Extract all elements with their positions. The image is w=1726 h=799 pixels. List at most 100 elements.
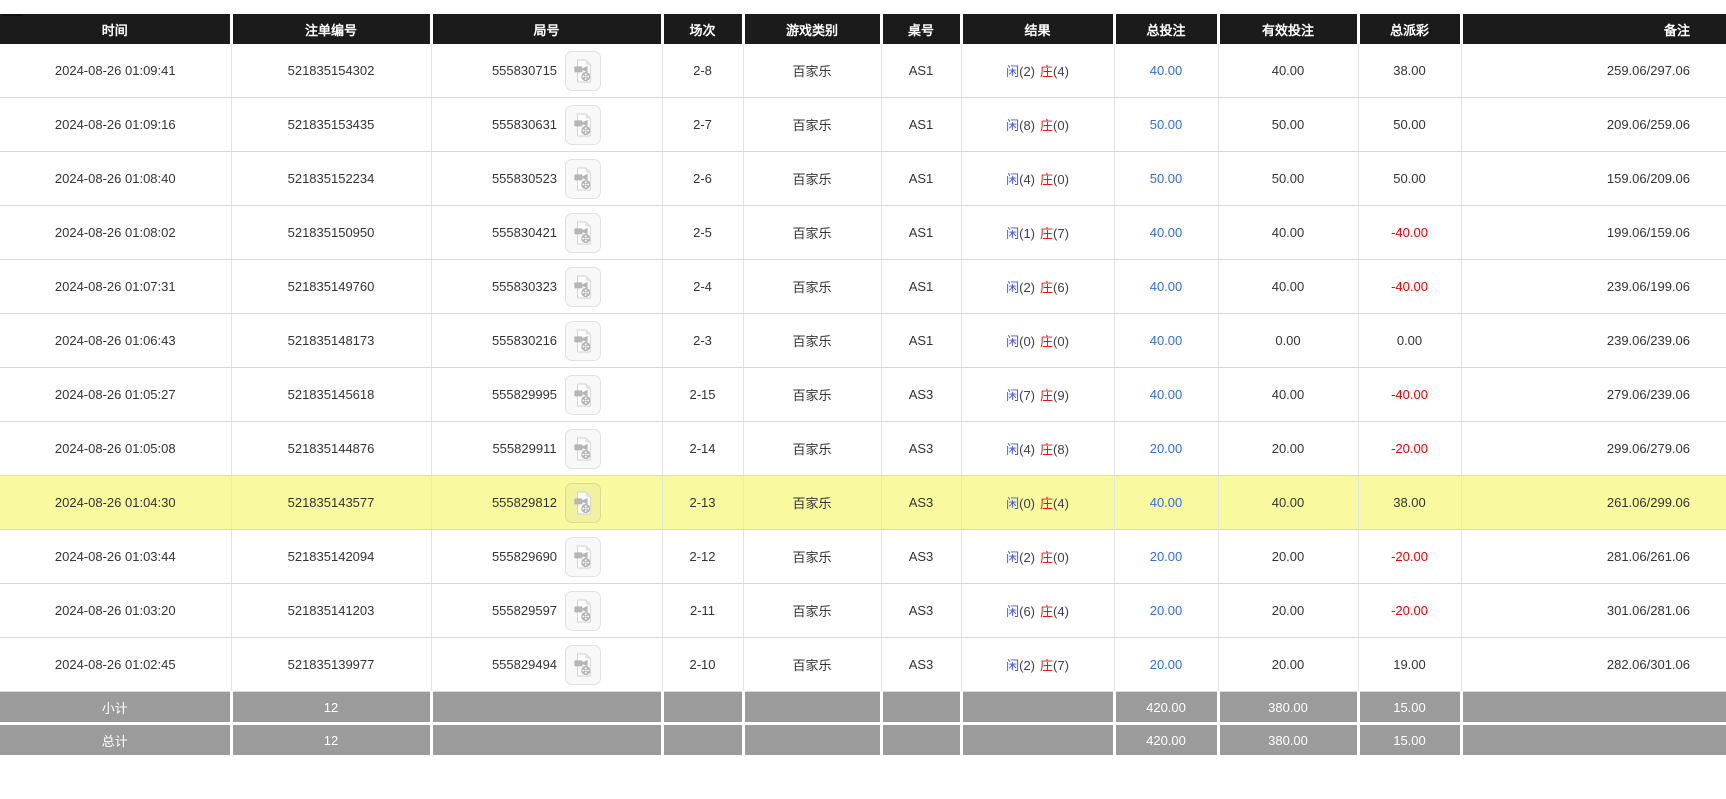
total-bet-link[interactable]: 50.00 bbox=[1149, 117, 1183, 132]
total-bet-link[interactable]: 40.00 bbox=[1149, 225, 1183, 240]
cell-payout: -40.00 bbox=[1358, 205, 1462, 260]
round-number: 555829911 bbox=[492, 441, 557, 456]
video-camera-icon bbox=[573, 437, 591, 460]
banker-label: 庄 bbox=[1040, 334, 1054, 349]
cell-result: 闲(2) 庄(6) bbox=[961, 259, 1115, 314]
cell-table-no: AS1 bbox=[881, 97, 962, 152]
cell-result: 闲(1) 庄(7) bbox=[961, 205, 1115, 260]
cell-session: 2-14 bbox=[662, 421, 744, 476]
video-replay-button[interactable] bbox=[565, 590, 602, 631]
header-valid-bet: 有效投注 bbox=[1218, 14, 1360, 44]
summary-empty-cell bbox=[662, 722, 745, 755]
cell-round-id: 555830216 bbox=[431, 313, 663, 368]
cell-game-type: 百家乐 bbox=[743, 313, 882, 368]
video-replay-button[interactable] bbox=[565, 266, 602, 307]
banker-score: (0) bbox=[1053, 172, 1069, 187]
total-bet-link[interactable]: 40.00 bbox=[1149, 387, 1183, 402]
cell-time: 2024-08-26 01:03:20 bbox=[0, 583, 232, 638]
table-row[interactable]: 2024-08-26 01:06:43 521835148173 555830216… bbox=[0, 313, 1726, 368]
cell-session: 2-7 bbox=[662, 97, 744, 152]
cell-bet-id: 521835150950 bbox=[231, 205, 432, 260]
video-replay-button[interactable] bbox=[565, 158, 602, 199]
video-replay-button[interactable] bbox=[565, 536, 602, 577]
video-replay-button[interactable] bbox=[564, 428, 601, 469]
cell-time: 2024-08-26 01:06:43 bbox=[0, 313, 232, 368]
total-bet-link[interactable]: 20.00 bbox=[1149, 441, 1183, 456]
total-bet-link[interactable]: 20.00 bbox=[1149, 603, 1183, 618]
cell-total-bet: 40.00 bbox=[1114, 205, 1219, 260]
cell-round-id: 555829812 bbox=[431, 475, 663, 530]
total-bet-link[interactable]: 40.00 bbox=[1149, 495, 1183, 510]
cell-remark: 279.06/239.06 bbox=[1461, 367, 1726, 422]
cell-time: 2024-08-26 01:02:45 bbox=[0, 637, 232, 692]
cell-payout: -40.00 bbox=[1358, 367, 1462, 422]
bet-records-table: 时间 注单编号 局号 场次 游戏类别 桌号 结果 总投注 有效投注 总派彩 备注… bbox=[0, 14, 1726, 755]
player-label: 闲 bbox=[1006, 280, 1020, 295]
video-replay-button[interactable] bbox=[565, 104, 602, 145]
table-row[interactable]: 2024-08-26 01:09:16 521835153435 555830631… bbox=[0, 97, 1726, 152]
table-row[interactable]: 2024-08-26 01:03:44 521835142094 555829690… bbox=[0, 529, 1726, 584]
total-bet-link[interactable]: 20.00 bbox=[1149, 549, 1183, 564]
table-row[interactable]: 2024-08-26 01:08:02 521835150950 555830421… bbox=[0, 205, 1726, 260]
round-number: 555830523 bbox=[491, 171, 558, 186]
cell-table-no: AS1 bbox=[881, 151, 962, 206]
cell-game-type: 百家乐 bbox=[743, 367, 882, 422]
cell-table-no: AS3 bbox=[881, 583, 962, 638]
video-replay-button[interactable] bbox=[565, 374, 602, 415]
banker-score: (0) bbox=[1053, 118, 1069, 133]
table-row[interactable]: 2024-08-26 01:05:27 521835145618 555829995… bbox=[0, 367, 1726, 422]
cell-round-id: 555830323 bbox=[431, 259, 663, 314]
cell-bet-id: 521835141203 bbox=[231, 583, 432, 638]
total-bet-link[interactable]: 40.00 bbox=[1149, 279, 1183, 294]
cell-payout: 38.00 bbox=[1358, 475, 1462, 530]
table-row[interactable]: 2024-08-26 01:08:40 521835152234 555830523… bbox=[0, 151, 1726, 206]
player-label: 闲 bbox=[1006, 550, 1020, 565]
cell-payout: -40.00 bbox=[1358, 259, 1462, 314]
player-label: 闲 bbox=[1006, 496, 1020, 511]
cell-time: 2024-08-26 01:08:40 bbox=[0, 151, 232, 206]
video-replay-button[interactable] bbox=[565, 50, 602, 91]
cell-total-bet: 20.00 bbox=[1114, 637, 1219, 692]
summary-count: 12 bbox=[231, 691, 433, 724]
cell-result: 闲(8) 庄(0) bbox=[961, 97, 1115, 152]
table-header: 时间 注单编号 局号 场次 游戏类别 桌号 结果 总投注 有效投注 总派彩 备注 bbox=[0, 14, 1726, 44]
table-row[interactable]: 2024-08-26 01:07:31 521835149760 555830323… bbox=[0, 259, 1726, 314]
video-replay-button[interactable] bbox=[565, 320, 602, 361]
header-session: 场次 bbox=[662, 14, 745, 44]
video-replay-button[interactable] bbox=[565, 482, 602, 523]
banker-label: 庄 bbox=[1040, 280, 1054, 295]
cell-table-no: AS1 bbox=[881, 259, 962, 314]
banker-score: (0) bbox=[1053, 550, 1069, 565]
header-game-type: 游戏类别 bbox=[743, 14, 883, 44]
total-bet-link[interactable]: 20.00 bbox=[1149, 657, 1183, 672]
total-bet-link[interactable]: 40.00 bbox=[1149, 333, 1183, 348]
cell-session: 2-15 bbox=[662, 367, 744, 422]
cell-payout: 19.00 bbox=[1358, 637, 1462, 692]
total-bet-link[interactable]: 40.00 bbox=[1149, 63, 1183, 78]
cell-table-no: AS1 bbox=[881, 313, 962, 368]
banker-label: 庄 bbox=[1040, 604, 1054, 619]
total-bet-link[interactable]: 50.00 bbox=[1149, 171, 1183, 186]
cell-table-no: AS3 bbox=[881, 367, 962, 422]
cell-game-type: 百家乐 bbox=[743, 529, 882, 584]
table-row[interactable]: 2024-08-26 01:02:45 521835139977 555829494… bbox=[0, 637, 1726, 692]
header-bet-id: 注单编号 bbox=[231, 14, 433, 44]
video-replay-button[interactable] bbox=[565, 212, 602, 253]
summary-payout: 15.00 bbox=[1358, 691, 1463, 724]
cell-time: 2024-08-26 01:08:02 bbox=[0, 205, 232, 260]
table-row[interactable]: 2024-08-26 01:05:08 521835144876 555829911… bbox=[0, 421, 1726, 476]
round-number: 555829812 bbox=[491, 495, 558, 510]
summary-empty-cell bbox=[961, 722, 1116, 755]
video-replay-button[interactable] bbox=[565, 644, 602, 685]
cell-valid-bet: 20.00 bbox=[1218, 529, 1359, 584]
table-row[interactable]: 2024-08-26 01:04:30 521835143577 555829812… bbox=[0, 475, 1726, 530]
player-score: (4) bbox=[1019, 442, 1035, 457]
table-row[interactable]: 2024-08-26 01:03:20 521835141203 555829597… bbox=[0, 583, 1726, 638]
header-remark: 备注 bbox=[1461, 14, 1726, 44]
video-camera-icon bbox=[574, 653, 591, 676]
record-table-body: 2024-08-26 01:09:41 521835154302 555830715… bbox=[0, 44, 1726, 755]
cell-payout: 0.00 bbox=[1358, 313, 1462, 368]
table-row[interactable]: 2024-08-26 01:09:41 521835154302 555830715… bbox=[0, 44, 1726, 98]
cell-total-bet: 40.00 bbox=[1114, 259, 1219, 314]
player-score: (7) bbox=[1019, 388, 1035, 403]
